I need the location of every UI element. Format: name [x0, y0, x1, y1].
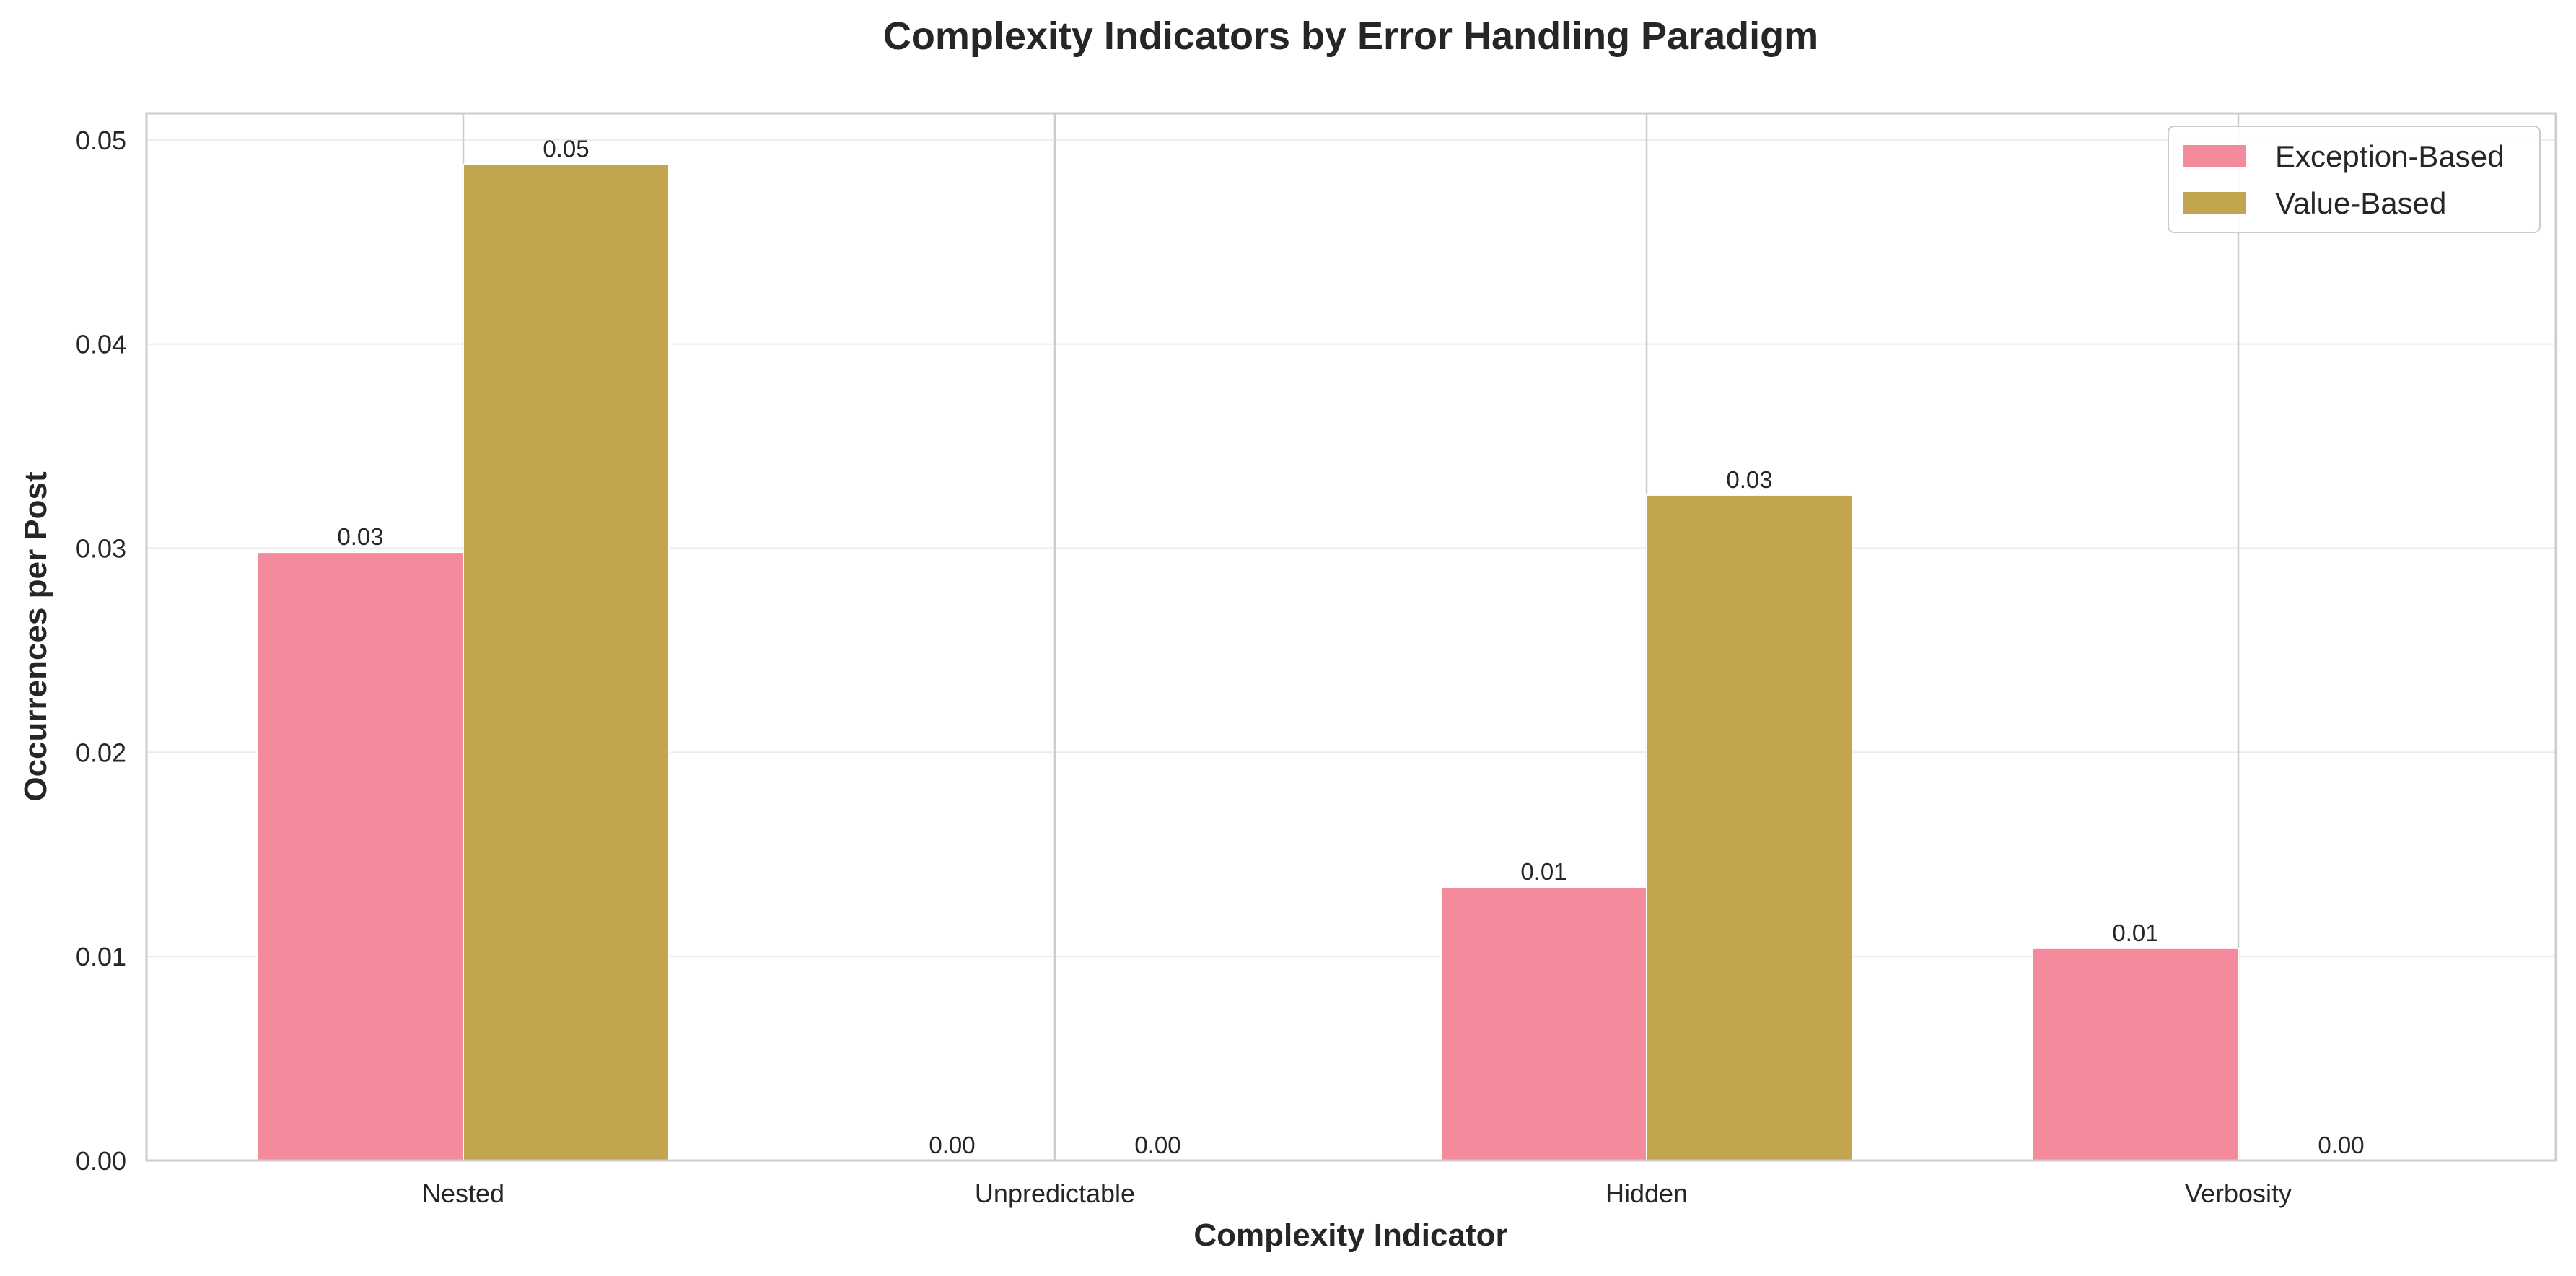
- chart-title: Complexity Indicators by Error Handling …: [883, 14, 1818, 58]
- bar-exception-based-hidden: [1440, 886, 1647, 1161]
- x-axis-label: Complexity Indicator: [1193, 1218, 1507, 1253]
- bar-value-based-nested: [463, 163, 670, 1161]
- data-label-value-based-unpredictable: 0.00: [1134, 1132, 1180, 1158]
- y-tick-label: 0.00: [76, 1146, 126, 1176]
- data-label-exception-based-unpredictable: 0.00: [929, 1132, 975, 1158]
- x-axis-ticks: Nested Unpredictable Hidden Verbosity: [422, 1179, 2292, 1208]
- y-tick-label: 0.03: [76, 533, 126, 563]
- x-tick-label: Verbosity: [2185, 1179, 2292, 1208]
- bar-exception-based-nested: [257, 551, 464, 1161]
- bar-exception-based-verbosity: [2032, 947, 2239, 1162]
- legend: Exception-Based Value-Based: [2168, 126, 2541, 233]
- legend-swatch-exception-based: [2183, 145, 2246, 167]
- data-label-value-based-hidden: 0.03: [1726, 466, 1772, 493]
- data-label-exception-based-nested: 0.03: [337, 523, 383, 550]
- legend-swatch-value-based: [2183, 192, 2246, 214]
- x-tick-label: Nested: [422, 1179, 504, 1208]
- bar-value-based-hidden: [1646, 494, 1853, 1161]
- data-label-value-based-nested: 0.05: [543, 136, 589, 162]
- y-axis-label: Occurrences per Post: [18, 471, 53, 802]
- y-tick-label: 0.01: [76, 942, 126, 971]
- legend-box: [2168, 126, 2541, 233]
- bars: [257, 163, 2239, 1162]
- y-tick-label: 0.02: [76, 738, 126, 767]
- data-label-value-based-verbosity: 0.00: [2318, 1132, 2364, 1158]
- x-tick-label: Unpredictable: [975, 1179, 1135, 1208]
- x-tick-label: Hidden: [1605, 1179, 1688, 1208]
- data-labels: 0.03 0.00 0.01 0.01 0.05 0.00 0.03 0.00: [337, 136, 2364, 1158]
- legend-label-value-based: Value-Based: [2275, 186, 2446, 220]
- data-label-exception-based-verbosity: 0.01: [2112, 919, 2158, 946]
- legend-label-exception-based: Exception-Based: [2275, 139, 2505, 173]
- plot-frame: [145, 112, 2557, 1162]
- y-axis-ticks: 0.00 0.01 0.02 0.03 0.04 0.05: [76, 126, 126, 1176]
- y-tick-label: 0.04: [76, 330, 126, 359]
- y-tick-label: 0.05: [76, 126, 126, 155]
- data-label-exception-based-hidden: 0.01: [1520, 858, 1567, 885]
